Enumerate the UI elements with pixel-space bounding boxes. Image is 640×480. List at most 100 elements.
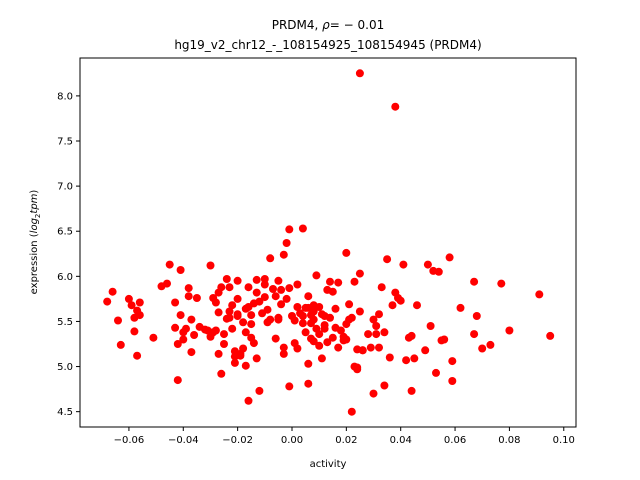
data-point	[372, 330, 381, 339]
data-point	[124, 294, 133, 303]
data-point	[380, 328, 389, 337]
data-point	[108, 287, 117, 296]
data-point	[266, 315, 275, 324]
x-axis-ticks: −0.06 −0.04 −0.02 0.00 0.02 0.04 0.06 0.08 0.10	[114, 427, 575, 446]
x-tick-label: −0.06	[114, 435, 145, 446]
data-point	[127, 301, 136, 310]
data-point	[233, 310, 242, 319]
x-tick-label: −0.02	[222, 435, 253, 446]
data-point	[355, 69, 364, 78]
data-point	[187, 348, 196, 357]
data-point	[192, 294, 201, 302]
data-point	[263, 305, 272, 314]
data-point	[214, 349, 223, 358]
data-point	[448, 357, 457, 366]
data-point	[260, 280, 269, 289]
data-point	[326, 313, 334, 322]
data-point	[355, 307, 364, 316]
data-point	[331, 304, 340, 313]
data-point	[334, 343, 343, 352]
data-point	[317, 354, 326, 363]
data-point	[304, 379, 313, 388]
data-point	[309, 307, 318, 316]
data-point	[236, 351, 245, 360]
data-point	[239, 318, 248, 327]
data-point	[293, 344, 302, 353]
data-point	[293, 280, 302, 289]
data-point	[298, 319, 307, 328]
data-point	[190, 331, 199, 339]
data-point	[277, 285, 286, 294]
data-point	[385, 353, 394, 362]
x-axis-label: activity	[310, 459, 347, 470]
data-point	[135, 298, 144, 307]
data-point	[358, 346, 367, 355]
data-point	[206, 261, 215, 270]
data-point	[279, 349, 288, 358]
data-point	[230, 358, 239, 367]
data-point	[432, 368, 440, 377]
data-point	[244, 283, 253, 292]
data-point	[320, 321, 329, 330]
data-point	[173, 376, 182, 385]
data-point	[347, 313, 356, 322]
data-point	[225, 313, 234, 322]
data-point	[222, 275, 231, 283]
data-point	[372, 322, 381, 330]
chart-title-line2: hg19_v2_chr12_-_108154925_108154945 (PRD…	[174, 38, 481, 52]
data-point	[249, 339, 258, 348]
y-tick-label: 6.5	[57, 227, 73, 238]
data-point	[470, 330, 479, 339]
data-point	[423, 260, 432, 269]
data-point	[217, 369, 226, 378]
data-point	[328, 287, 337, 296]
data-point	[369, 389, 378, 398]
data-point	[448, 377, 457, 385]
data-point	[445, 253, 454, 262]
data-point	[375, 343, 383, 352]
data-point	[434, 267, 443, 276]
data-point	[399, 260, 408, 269]
data-point	[285, 382, 294, 391]
data-point	[355, 269, 364, 278]
data-point	[410, 354, 419, 363]
data-point	[312, 271, 321, 280]
data-point	[366, 343, 375, 352]
data-point	[407, 386, 416, 395]
data-point	[298, 224, 307, 233]
data-point	[546, 331, 555, 340]
data-point	[211, 326, 220, 335]
y-axis-ticks: 4.5 5.0 5.5 6.0 6.5 7.0 7.5 8.0	[57, 91, 80, 418]
data-point	[266, 254, 275, 263]
data-point	[391, 102, 400, 111]
data-point	[184, 284, 193, 293]
y-tick-label: 5.5	[57, 317, 73, 328]
data-point	[255, 297, 264, 306]
data-point	[225, 307, 234, 316]
data-point	[315, 341, 324, 350]
data-point	[285, 284, 294, 293]
data-point	[116, 340, 125, 349]
y-tick-label: 4.5	[57, 407, 73, 418]
data-point	[336, 326, 345, 335]
data-point	[342, 248, 351, 257]
data-point	[353, 363, 362, 372]
data-point	[233, 276, 242, 285]
x-tick-label: 0.10	[553, 435, 575, 446]
data-point	[470, 277, 479, 286]
data-point	[426, 322, 435, 330]
data-point	[315, 330, 324, 339]
data-point	[255, 386, 264, 395]
data-point	[241, 361, 250, 370]
data-point	[135, 311, 144, 320]
data-point	[350, 277, 359, 286]
data-point	[309, 315, 318, 324]
y-axis-label: expression (log2tpm)	[29, 190, 42, 295]
data-point	[247, 311, 256, 320]
data-point	[182, 324, 190, 333]
x-tick-label: 0.04	[390, 435, 412, 446]
data-point	[347, 407, 356, 416]
data-point	[179, 335, 188, 344]
data-point	[279, 250, 288, 259]
data-point	[176, 311, 185, 320]
